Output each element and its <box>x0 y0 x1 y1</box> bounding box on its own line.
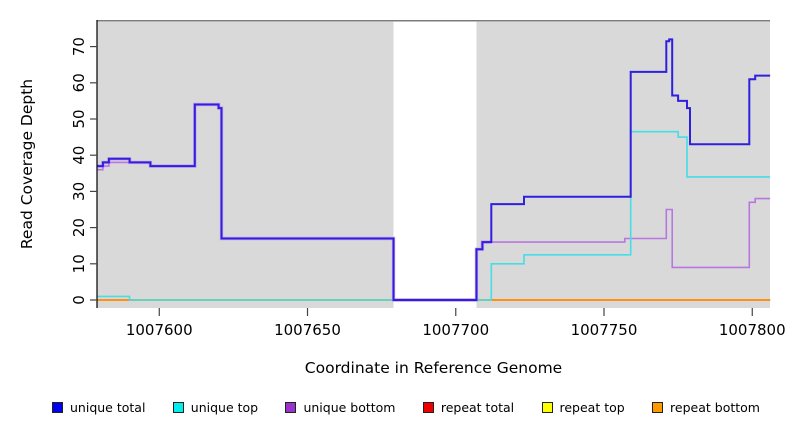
legend-swatch-repeat-total <box>422 401 434 413</box>
legend-swatch-repeat-bottom <box>652 401 664 413</box>
y-tick-label: 60 <box>70 73 88 92</box>
x-tick-label: 1007700 <box>422 321 489 339</box>
y-tick-label: 40 <box>70 146 88 165</box>
legend-swatch-repeat-top <box>541 401 553 413</box>
y-tick-label: 30 <box>70 182 88 201</box>
x-tick-label: 1007800 <box>719 321 786 339</box>
legend-label-unique-top: unique top <box>190 399 259 415</box>
legend-item-repeat-bottom: repeat bottom <box>652 400 760 415</box>
legend-item-unique-top: unique top <box>172 399 259 415</box>
legend-label-repeat-top: repeat top <box>559 399 625 415</box>
y-tick-label: 20 <box>70 218 88 237</box>
x-tick-label: 1007750 <box>571 321 638 339</box>
x-tick-label: 1007600 <box>126 321 193 339</box>
no-data-gap-region <box>393 21 477 309</box>
y-axis-label: Read Coverage Depth <box>18 78 36 250</box>
y-tick-label: 0 <box>70 295 88 305</box>
legend-item-unique-total: unique total <box>52 400 145 415</box>
legend-label-unique-total: unique total <box>70 399 146 415</box>
x-axis-label: Coordinate in Reference Genome <box>304 359 563 377</box>
legend-item-unique-bottom: unique bottom <box>285 399 396 415</box>
legend-swatch-unique-total <box>52 401 63 413</box>
y-tick-label: 70 <box>70 37 88 56</box>
legend-label-repeat-total: repeat total <box>440 399 515 415</box>
y-tick-label: 50 <box>70 109 88 128</box>
y-tick-label: 10 <box>70 254 88 273</box>
legend-item-repeat-total: repeat total <box>422 399 515 415</box>
x-tick-label: 1007650 <box>274 321 341 339</box>
series-unique-total <box>97 38 771 301</box>
legend-label-unique-bottom: unique bottom <box>303 399 396 415</box>
legend: unique total unique top unique bottom repea… <box>52 394 760 420</box>
legend-label-repeat-bottom: repeat bottom <box>670 399 760 415</box>
legend-item-repeat-top: repeat top <box>541 399 625 415</box>
legend-swatch-unique-bottom <box>285 401 297 413</box>
series-unique-top <box>97 130 771 301</box>
legend-swatch-unique-top <box>172 401 184 413</box>
